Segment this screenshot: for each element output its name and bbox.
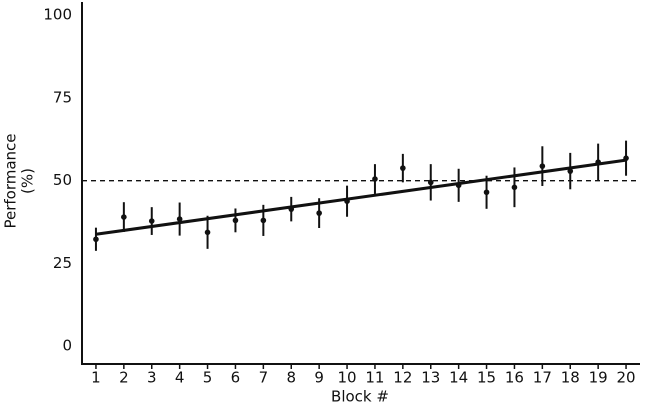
x-tick-label: 8 [286,369,296,387]
y-tick-label: 50 [53,171,72,189]
x-tick-label: 6 [231,369,241,387]
data-point [400,165,406,171]
data-point [483,189,490,196]
x-tick-label: 2 [119,369,129,387]
data-point [427,179,434,186]
data-point [232,217,239,224]
data-point [176,216,183,222]
x-tick-label: 15 [477,369,496,387]
x-tick-label: 11 [365,369,384,387]
x-tick-label: 19 [589,369,608,387]
x-tick-label: 9 [314,369,324,387]
data-point [93,236,99,243]
x-tick-label: 16 [505,369,524,387]
data-point [344,198,350,204]
data-point [288,206,295,212]
x-tick-label: 3 [147,369,157,387]
data-point [316,210,322,216]
data-point [121,214,127,220]
data-point [567,168,574,174]
x-tick-label: 13 [421,369,440,387]
x-tick-label: 5 [203,369,213,387]
x-tick-label: 4 [175,369,185,387]
data-point [455,182,462,189]
y-axis-label: Performance [2,133,20,228]
y-tick-label: 75 [53,88,72,106]
x-tick-label: 10 [338,369,357,387]
x-tick-label: 18 [561,369,580,387]
data-point [623,155,629,161]
y-tick-label: 100 [43,6,72,24]
data-point [539,163,546,169]
x-tick-label: 7 [259,369,269,387]
x-tick-label: 14 [449,369,468,387]
data-point [372,176,378,182]
x-tick-label: 1 [91,369,101,387]
x-tick-label: 20 [617,369,636,387]
data-point [148,218,155,224]
x-tick-label: 12 [393,369,412,387]
trend-line [95,158,627,236]
data-point [511,184,518,191]
y-tick-label: 25 [53,254,72,272]
data-point [204,229,211,236]
x-axis-label: Block # [331,388,389,406]
x-tick-label: 17 [533,369,552,387]
data-point [595,159,601,165]
y-tick-label: 0 [62,337,72,355]
data-point [260,217,267,224]
y-axis-label: (%) [19,168,37,194]
